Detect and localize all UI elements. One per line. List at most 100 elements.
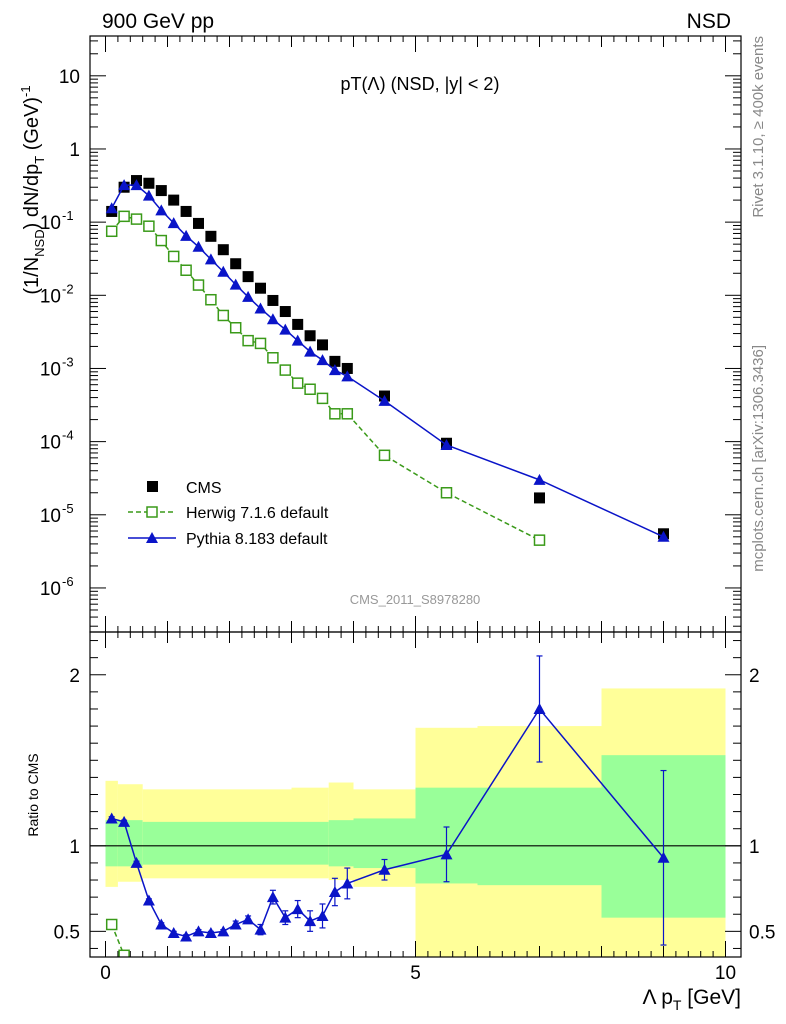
legend: CMS Herwig 7.1.6 default Pythia 8.183 de… [128, 480, 329, 548]
main-point-pythia [291, 334, 304, 346]
ratio-y-tick-label: 0.5 [54, 922, 80, 943]
main-y-tick-label: 1 [69, 140, 80, 161]
main-point-herwig [205, 293, 217, 306]
main-point-cms [292, 318, 304, 330]
ratio-y-tick-label: 1 [69, 837, 80, 858]
main-point-herwig [105, 225, 118, 238]
main-point-herwig [304, 383, 316, 395]
rivet-label: Rivet 3.1.10, ≥ 400k events [750, 36, 767, 218]
main-point-pythia [266, 313, 279, 325]
watermark: CMS_2011_S8978280 [350, 592, 481, 607]
main-y-tick-label: 10 [40, 359, 61, 380]
main-y-tick-exponent: -1 [62, 208, 74, 223]
main-point-pythia [130, 179, 143, 191]
main-point-cms [279, 306, 291, 318]
main-point-pythia [279, 323, 292, 335]
main-point-herwig [155, 234, 168, 247]
main-y-tick-exponent: -6 [62, 574, 74, 589]
main-point-herwig [143, 220, 155, 232]
main-point-pythia [167, 217, 180, 229]
ratio-band-inner [291, 821, 329, 865]
main-point-herwig [180, 264, 192, 276]
main-y-tick-label: 10 [59, 67, 80, 88]
main-point-pythia [118, 179, 131, 191]
ratio-point-pythia [291, 903, 304, 915]
main-point-herwig [291, 377, 304, 389]
main-point-herwig [118, 210, 130, 223]
main-point-pythia [155, 204, 168, 216]
main-y-axis-label: (1/NNSD) dN/dpT (GeV)-1 [18, 85, 47, 294]
ratio-point-pythia [155, 918, 168, 930]
ratio-point-pythia [328, 886, 341, 897]
main-point-cms [255, 282, 266, 294]
main-point-herwig [229, 322, 242, 334]
legend-marker-cms [147, 481, 158, 492]
main-point-cms [341, 362, 353, 374]
main-point-pythia [533, 473, 546, 485]
ratio-band-inner [105, 820, 118, 867]
ratio-point-pythia [142, 894, 155, 906]
ratio-point-pythia [180, 930, 193, 942]
main-point-cms [155, 185, 167, 197]
main-point-pythia [657, 530, 670, 542]
ratio-point-pythia [316, 909, 329, 921]
legend-label-herwig: Herwig 7.1.6 default [186, 505, 329, 522]
main-point-cms [230, 258, 242, 270]
main-line-pythia [111, 184, 664, 538]
main-point-herwig [242, 334, 254, 347]
ratio-point-pythia [341, 877, 354, 889]
main-point-herwig [217, 309, 230, 322]
main-point-cms [143, 177, 155, 189]
legend-label-pythia: Pythia 8.183 default [186, 531, 328, 548]
main-point-herwig [316, 392, 329, 405]
main-y-tick-label: 10 [40, 579, 61, 600]
main-point-cms [317, 339, 328, 351]
main-point-pythia [142, 189, 155, 201]
main-point-herwig [341, 408, 354, 420]
main-title: pT(Λ) (NSD, |y| < 2) [341, 74, 500, 94]
ratio-band-inner [142, 821, 292, 865]
ratio-y-tick-label-right: 2 [749, 666, 760, 687]
main-point-cms [193, 217, 204, 229]
x-tick-label: 10 [715, 963, 736, 984]
main-point-pythia [242, 290, 255, 302]
legend-item-herwig: Herwig 7.1.6 default [128, 505, 329, 522]
main-point-pythia [229, 278, 242, 290]
main-point-pythia [105, 202, 118, 214]
main-y-tick-exponent: -4 [62, 428, 74, 443]
ratio-panel: 0.5 0.5 1 1 2 2 0 5 10 Ratio to CMS Λ pT [GeV] [25, 631, 775, 1013]
ratio-series-layer [90, 655, 741, 957]
ratio-point-pythia [266, 891, 279, 903]
ratio-point-pythia [440, 848, 453, 860]
main-point-cms [217, 244, 229, 256]
ratio-x-ticks: 0 5 10 [100, 632, 736, 984]
main-point-herwig [254, 337, 267, 350]
main-point-pythia [254, 302, 267, 314]
main-point-pythia [378, 394, 391, 406]
ratio-point-pythia [533, 702, 546, 714]
main-point-herwig [533, 534, 546, 546]
ratio-point-pythia [304, 915, 317, 927]
ratio-point-herwig [118, 949, 130, 957]
ratio-point-pythia [130, 856, 143, 868]
ratio-line-pythia [111, 707, 665, 938]
ratio-point-pythia [242, 913, 255, 925]
main-point-pythia [204, 253, 217, 265]
ratio-y-tick-label: 2 [69, 666, 80, 687]
main-point-herwig [440, 487, 453, 499]
ratio-band-inner [477, 787, 602, 886]
legend-label-cms: CMS [186, 480, 222, 497]
ratio-point-pythia [254, 923, 267, 935]
main-point-herwig [329, 408, 341, 420]
ratio-point-pythia [192, 925, 205, 937]
x-tick-label: 0 [100, 963, 111, 984]
ratio-point-pythia [657, 851, 670, 863]
main-point-pythia [192, 240, 205, 252]
main-point-herwig [167, 250, 180, 263]
main-point-pythia [341, 370, 354, 382]
ratio-point-pythia [118, 815, 131, 827]
ratio-y-axis-label: Ratio to CMS [25, 753, 41, 836]
main-point-pythia [440, 438, 453, 450]
main-line-herwig [111, 215, 540, 541]
